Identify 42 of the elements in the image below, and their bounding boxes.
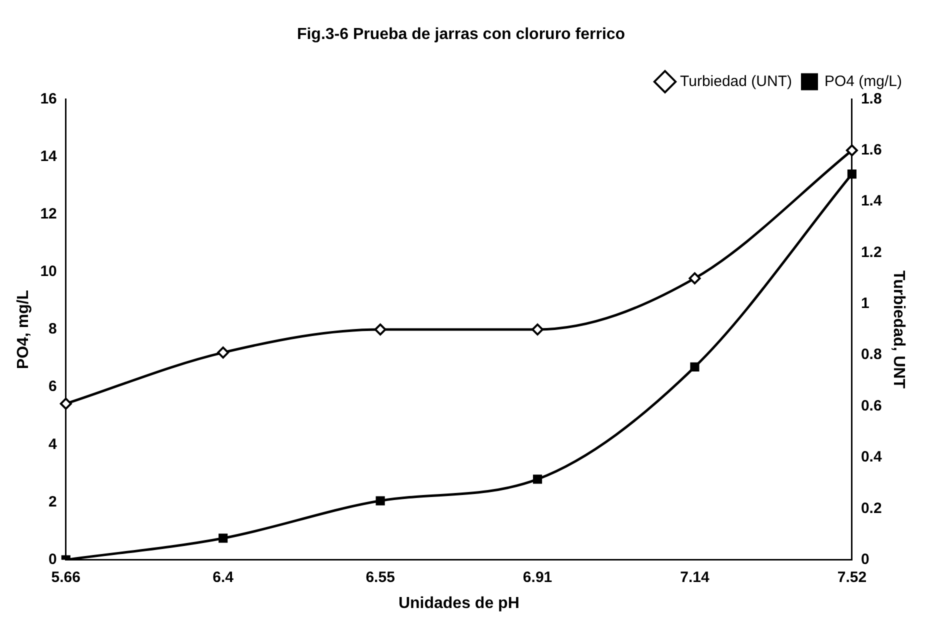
- point: [60, 398, 72, 410]
- y-tick-label: 10: [40, 263, 57, 280]
- y-tick-label: 2: [48, 493, 57, 510]
- y-tick-label: 14: [40, 148, 58, 165]
- point: [847, 170, 856, 179]
- legend-label: PO4 (mg/L): [824, 72, 902, 90]
- x-axis-title: Unidades de pH: [398, 594, 520, 612]
- x-tick-label: 5.66: [51, 568, 80, 586]
- y2-axis-title: Turbiedad, UNT: [890, 270, 907, 389]
- point: [376, 496, 385, 506]
- y2-tick-label: 0.4: [860, 448, 882, 466]
- point: [690, 362, 700, 372]
- y-tick-label: 8: [48, 320, 57, 338]
- point: [374, 324, 386, 336]
- point: [217, 346, 230, 359]
- y-tick-label: 6: [48, 378, 57, 396]
- y2-tick-label: 1.6: [860, 142, 882, 159]
- x-tick-label: 7.14: [680, 568, 710, 586]
- y-axis-title: PO4, mg/L: [15, 290, 32, 370]
- y2-tick-label: 0.8: [860, 346, 882, 364]
- y2-tick-label: 1.2: [860, 244, 882, 261]
- x-tick-label: 6.55: [366, 568, 395, 586]
- point: [218, 534, 228, 543]
- y-tick-label: 0: [48, 550, 57, 568]
- y2-tick-label: 1.4: [860, 192, 882, 210]
- x-tick-label: 6.91: [522, 568, 552, 586]
- point: [532, 324, 544, 336]
- point: [532, 474, 542, 484]
- y2-tick-label: 1: [860, 295, 870, 312]
- point: [846, 144, 858, 156]
- legend-label: Turbiedad (UNT): [680, 72, 792, 90]
- y2-tick-label: 0: [860, 550, 870, 568]
- x-tick-label: 6.4: [212, 568, 234, 586]
- y-tick-label: 4: [48, 436, 58, 453]
- y2-tick-label: 1.8: [860, 90, 882, 108]
- y-tick-label: 16: [40, 90, 57, 108]
- point: [688, 272, 701, 284]
- y-tick-label: 12: [40, 205, 57, 222]
- x-tick-label: 7.52: [837, 568, 867, 586]
- y2-tick-label: 0.2: [860, 500, 882, 517]
- chart-title: Fig.3-6 Prueba de jarras con cloruro ferrico: [296, 26, 626, 44]
- y2-tick-label: 0.6: [860, 397, 882, 414]
